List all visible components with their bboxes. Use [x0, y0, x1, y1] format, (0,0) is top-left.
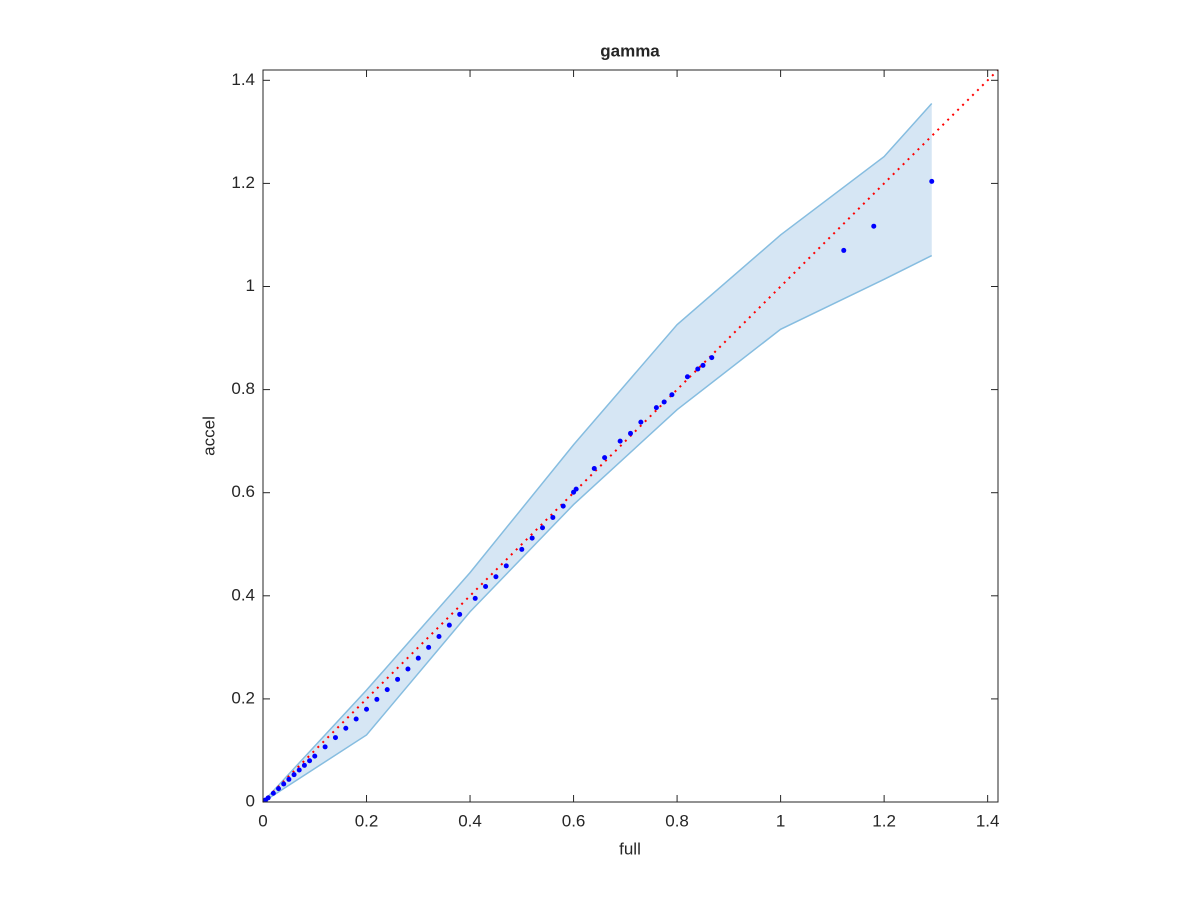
point — [457, 611, 463, 617]
y-tick-label: 1.2 — [231, 173, 255, 192]
y-tick-label: 0.6 — [231, 482, 255, 501]
chart-title: gamma — [600, 41, 660, 60]
point — [270, 790, 276, 796]
point — [617, 438, 623, 444]
point — [529, 535, 535, 541]
point — [405, 666, 411, 672]
point — [415, 655, 421, 661]
y-tick-label: 0.2 — [231, 688, 255, 707]
point — [929, 178, 935, 184]
x-tick-label: 0.4 — [458, 811, 482, 830]
point — [353, 716, 359, 722]
point — [661, 399, 667, 405]
point — [436, 634, 442, 640]
point — [301, 762, 307, 768]
y-axis-label: accel — [199, 416, 218, 456]
point — [493, 574, 499, 580]
point — [446, 622, 452, 628]
x-tick-label: 1 — [776, 811, 785, 830]
band-lower-edge — [262, 254, 933, 803]
point — [364, 706, 370, 712]
point — [426, 644, 432, 650]
point — [540, 525, 546, 531]
point — [296, 767, 302, 773]
point — [560, 503, 566, 509]
point — [343, 725, 349, 731]
band-upper-edge — [262, 103, 933, 803]
point — [695, 366, 701, 372]
point — [322, 744, 328, 750]
point — [483, 584, 489, 590]
confidence-band — [263, 103, 932, 803]
y-tick-label: 0.8 — [231, 379, 255, 398]
x-tick-label: 0.6 — [562, 811, 586, 830]
x-tick-label: 1.2 — [872, 811, 896, 830]
point — [602, 455, 608, 461]
point — [503, 563, 509, 569]
plot-frame — [262, 69, 999, 803]
point — [265, 795, 271, 801]
y-tick-label: 1.4 — [231, 70, 255, 89]
point — [669, 392, 675, 398]
point — [374, 696, 380, 702]
point — [276, 786, 282, 792]
point — [871, 223, 877, 229]
x-axis-label: full — [619, 839, 641, 858]
y-tick-label: 0 — [246, 791, 255, 810]
y-tick-label: 1 — [246, 276, 255, 295]
point — [638, 419, 644, 425]
point — [653, 405, 659, 411]
point — [312, 753, 318, 759]
point — [281, 781, 287, 787]
x-tick-label: 0.2 — [355, 811, 379, 830]
x-tick-label: 0.8 — [665, 811, 689, 830]
point — [384, 687, 390, 693]
point — [591, 465, 597, 471]
point — [709, 355, 715, 361]
point — [700, 362, 706, 368]
point — [286, 776, 292, 782]
point — [332, 735, 338, 741]
x-tick-label: 0 — [258, 811, 267, 830]
point — [550, 514, 556, 520]
point — [684, 374, 690, 380]
reference-line — [262, 69, 999, 803]
point — [472, 595, 478, 601]
point — [573, 486, 579, 492]
point — [841, 247, 847, 253]
point — [307, 758, 313, 764]
point — [291, 772, 297, 778]
point — [519, 546, 525, 552]
point — [395, 676, 401, 682]
x-tick-label: 1.4 — [976, 811, 1000, 830]
point — [628, 430, 633, 436]
y-tick-label: 0.4 — [231, 585, 255, 604]
